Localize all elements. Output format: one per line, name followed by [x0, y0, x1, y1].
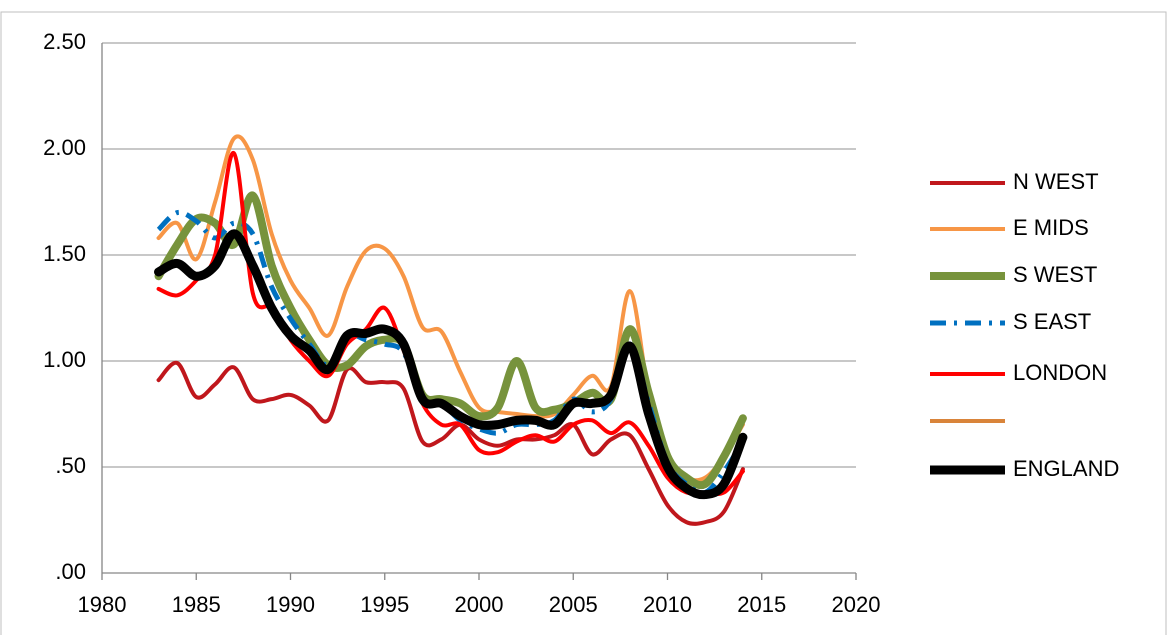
legend-label: S EAST: [1013, 309, 1091, 334]
y-tick-label: 1.00: [43, 347, 86, 372]
legend-label: ENGLAND: [1013, 456, 1119, 481]
series-line: [154, 229, 748, 500]
series-line: [154, 191, 747, 490]
x-tick-label: 2000: [455, 592, 504, 617]
x-tick-label: 1995: [360, 592, 409, 617]
y-tick-label: .00: [55, 559, 86, 584]
x-tick-label: 1990: [266, 592, 315, 617]
x-tick-label: 1985: [172, 592, 221, 617]
x-tick-label: 1980: [78, 592, 127, 617]
y-tick-label: 1.50: [43, 241, 86, 266]
legend-label: N WEST: [1013, 169, 1099, 194]
x-tick-label: 2005: [549, 592, 598, 617]
legend-label: S WEST: [1013, 262, 1097, 287]
y-tick-label: 2.00: [43, 135, 86, 160]
y-tick-label: .50: [55, 453, 86, 478]
x-tick-label: 2010: [643, 592, 692, 617]
y-tick-label: 2.50: [43, 29, 86, 54]
legend-label: E MIDS: [1013, 215, 1089, 240]
x-tick-label: 2015: [737, 592, 786, 617]
legend-label: LONDON: [1013, 360, 1107, 385]
x-tick-label: 2020: [832, 592, 881, 617]
series-line: [156, 360, 745, 526]
